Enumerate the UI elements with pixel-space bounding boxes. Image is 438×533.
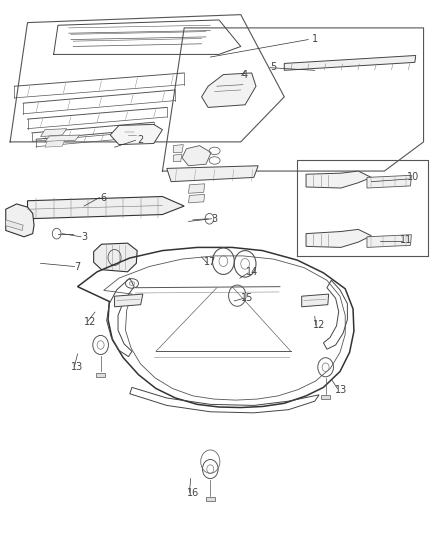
Polygon shape (302, 294, 328, 307)
Polygon shape (284, 55, 416, 70)
Polygon shape (45, 140, 64, 147)
Text: 5: 5 (270, 62, 276, 72)
Polygon shape (28, 197, 184, 219)
Polygon shape (6, 204, 34, 237)
Polygon shape (115, 294, 143, 307)
Text: 4: 4 (242, 70, 248, 79)
Polygon shape (41, 128, 67, 136)
Polygon shape (188, 195, 205, 203)
Polygon shape (173, 154, 182, 161)
Text: 2: 2 (138, 135, 144, 146)
Polygon shape (45, 135, 80, 142)
Text: 14: 14 (246, 267, 258, 277)
Polygon shape (306, 229, 371, 247)
Polygon shape (6, 220, 23, 230)
Text: 16: 16 (187, 488, 199, 498)
Polygon shape (173, 144, 184, 152)
Text: 7: 7 (74, 262, 81, 271)
Polygon shape (206, 497, 215, 501)
Polygon shape (367, 235, 411, 247)
Polygon shape (201, 73, 256, 108)
Text: 15: 15 (241, 293, 254, 303)
Text: 3: 3 (212, 214, 218, 224)
Text: 10: 10 (406, 172, 419, 182)
Text: 13: 13 (335, 384, 347, 394)
Text: 6: 6 (101, 192, 107, 203)
Text: 1: 1 (312, 34, 318, 44)
Polygon shape (188, 184, 205, 193)
Polygon shape (110, 124, 162, 144)
Text: 11: 11 (400, 235, 412, 245)
Text: 3: 3 (81, 232, 87, 242)
Polygon shape (367, 175, 411, 188)
Polygon shape (182, 146, 211, 166)
Text: 17: 17 (204, 257, 216, 267)
Polygon shape (167, 166, 258, 182)
Polygon shape (306, 171, 371, 188)
Text: 12: 12 (313, 320, 325, 330)
Polygon shape (96, 373, 105, 377)
Text: 13: 13 (71, 362, 84, 372)
Text: 12: 12 (85, 317, 97, 327)
Polygon shape (94, 243, 137, 272)
Polygon shape (321, 395, 330, 399)
